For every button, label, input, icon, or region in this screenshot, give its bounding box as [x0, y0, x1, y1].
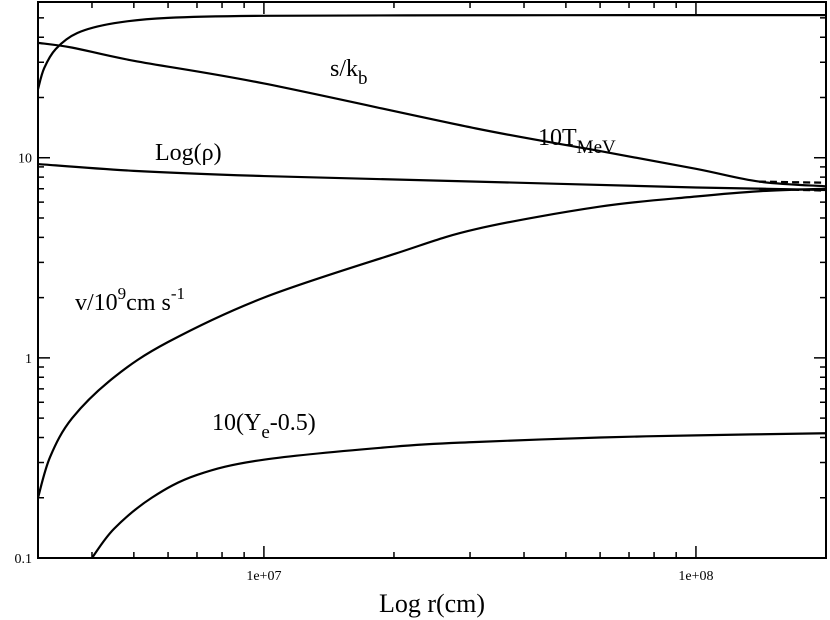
y-tick-label: 10 [18, 152, 32, 167]
series-labels: s/kb 10TMeV Log(ρ) v/109cm s-1 10(Ye-0.5) [75, 56, 616, 443]
series-label-log: Log(ρ) [155, 140, 222, 166]
plot-frame [37, 1, 827, 559]
series-label-v-10-9-cm-s-1: v/109cm s-1 [75, 284, 185, 316]
series-label-s-k-b: s/kb [330, 56, 368, 89]
series-dashed-tail-10t-mev [759, 180, 827, 184]
y-tick-label: 1 [25, 352, 32, 367]
series-label-10t-mev: 10TMeV [538, 125, 616, 158]
series-line-v-10-9-cm-s-1 [36, 187, 827, 499]
series-line-log [37, 162, 827, 192]
series-curves [36, 13, 827, 559]
series-line-10t-mev [37, 41, 827, 188]
series-line-10-y-e-0-5 [91, 432, 827, 559]
series-line-s-k-b [36, 13, 827, 90]
axis-ticks: 1e+07 1e+08 0.1 1 10 [15, 1, 827, 584]
x-axis-title: Log r(cm) [379, 589, 485, 618]
x-tick-label: 1e+07 [246, 569, 281, 584]
series-label-10-y-e-0-5: 10(Ye-0.5) [212, 410, 316, 443]
y-tick-label: 0.1 [15, 552, 33, 567]
x-tick-label: 1e+08 [678, 569, 713, 584]
